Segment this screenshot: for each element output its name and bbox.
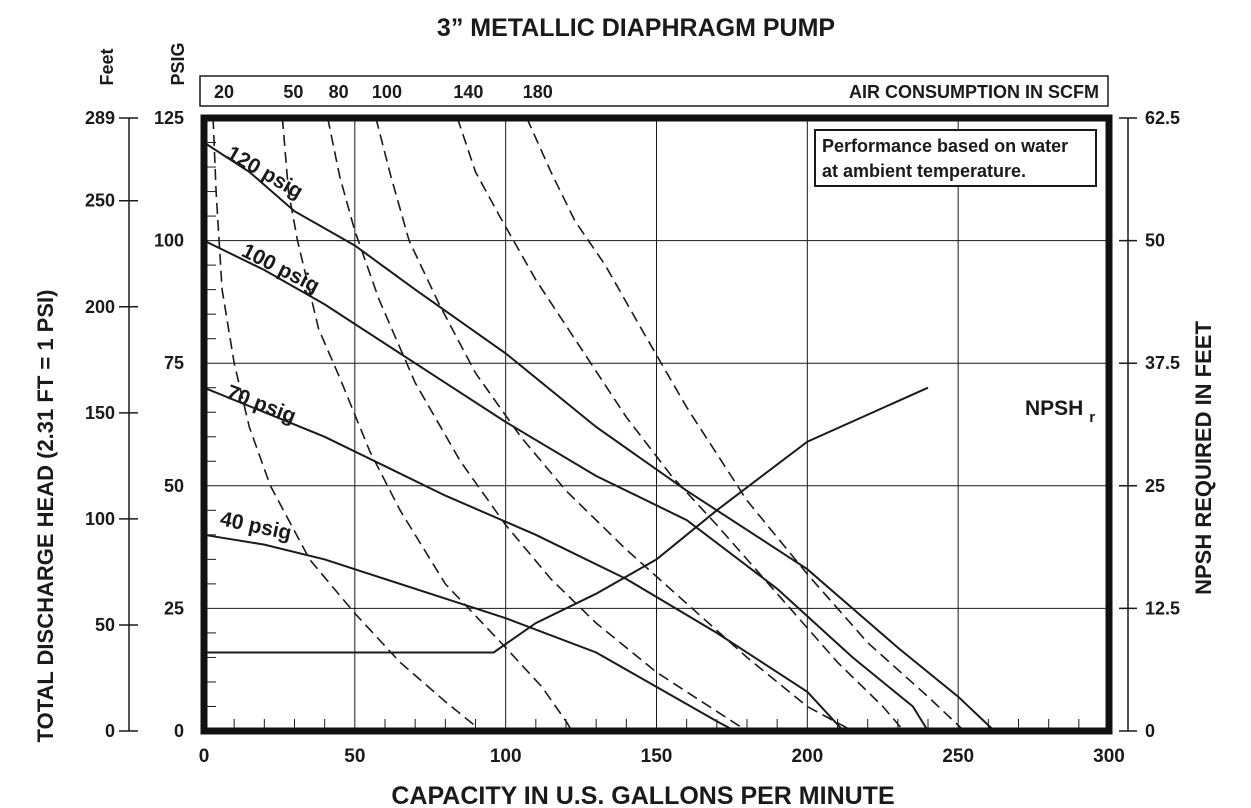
npsh-tick-label-0: 0 (1145, 721, 1155, 741)
npsh-curve-group (204, 386, 929, 654)
air-scfm-curve-20 (212, 117, 477, 727)
plot-frame (200, 114, 1113, 735)
feet-axis: 0 50 100 150 200 250 289 (85, 108, 138, 741)
series-label-120-psig: 120 psig (223, 142, 307, 204)
air-scfm-curve-80 (326, 117, 748, 732)
pressure-curves (203, 141, 996, 732)
npsh-tick-label-25: 25 (1145, 476, 1165, 496)
y-axis-title-feet: TOTAL DISCHARGE HEAD (2.31 FT = 1 PSI) (33, 290, 58, 743)
npsh-label-main: NPSH (1025, 397, 1083, 420)
air-scfm-label-80: 80 (329, 82, 349, 102)
feet-tick-label-0: 0 (105, 721, 115, 741)
feet-tick-label-289: 289 (85, 108, 115, 128)
air-scfm-curve-180 (526, 117, 965, 732)
pressure-curve-100-psig (203, 239, 929, 732)
npsh-axis: 0 12.5 25 37.5 50 62.5 (1119, 108, 1180, 741)
series-label-100-psig: 100 psig (238, 239, 323, 298)
npsh-tick-label-50: 50 (1145, 231, 1165, 251)
x-tick-label-300: 300 (1093, 746, 1125, 767)
pressure-curve-70-psig (203, 386, 845, 732)
x-tick-label-50: 50 (344, 746, 365, 767)
psig-tick-label-0: 0 (174, 721, 184, 741)
air-consumption-band (199, 75, 1109, 107)
npsh-tick-label-12.5: 12.5 (1145, 598, 1180, 618)
x-tick-label-200: 200 (791, 746, 823, 767)
air-scfm-label-20: 20 (214, 82, 234, 102)
air-scfm-label-100: 100 (372, 82, 402, 102)
psig-tick-label-50: 50 (164, 476, 184, 496)
feet-tick-label-50: 50 (95, 615, 115, 635)
x-tick-label-100: 100 (490, 746, 522, 767)
npsh-curve (204, 386, 929, 654)
air-scfm-curve-140 (456, 117, 905, 732)
air-scfm-curve-100 (375, 117, 853, 732)
npsh-tick-label-62.5: 62.5 (1145, 108, 1180, 128)
x-axis: 0 50 100 150 200 250 300 (199, 746, 1125, 767)
air-scfm-labels: 20 50 80 100 140 180 (214, 82, 553, 102)
feet-tick-label-150: 150 (85, 403, 115, 423)
x-tick-label-250: 250 (942, 746, 974, 767)
psig-tick-label-25: 25 (164, 598, 184, 618)
series-label-70-psig: 70 psig (223, 381, 299, 428)
psig-tick-label-75: 75 (164, 353, 184, 373)
minor-ticks (204, 142, 1080, 731)
npsh-curve-label: NPSH r (1025, 397, 1095, 426)
pressure-curve-120-psig (203, 141, 996, 732)
air-scfm-label-50: 50 (283, 82, 303, 102)
air-scfm-label-180: 180 (523, 82, 553, 102)
psig-axis: 0 25 50 75 100 125 (154, 108, 184, 741)
x-tick-label-0: 0 (199, 746, 210, 767)
air-consumption-curves (212, 117, 965, 732)
npsh-label-subscript: r (1089, 409, 1095, 426)
y-axis-title-npsh: NPSH REQUIRED IN FEET (1191, 321, 1216, 595)
chart-title: 3” METALLIC DIAPHRAGM PUMP (437, 14, 835, 42)
air-scfm-curve-50 (281, 117, 573, 732)
x-tick-label-150: 150 (641, 746, 673, 767)
psig-unit-label: PSIG (168, 42, 188, 85)
air-consumption-label: AIR CONSUMPTION IN SCFM (849, 82, 1099, 102)
psig-tick-label-125: 125 (154, 108, 184, 128)
feet-tick-label-250: 250 (85, 191, 115, 211)
note-line-2: at ambient temperature. (822, 161, 1026, 181)
pressure-curve-40-psig (203, 533, 736, 732)
feet-unit-label: Feet (97, 48, 117, 85)
feet-tick-label-200: 200 (85, 297, 115, 317)
note-box (814, 129, 1097, 187)
grid-lines (204, 118, 1109, 731)
psig-tick-label-100: 100 (154, 231, 184, 251)
air-scfm-label-140: 140 (453, 82, 483, 102)
note-line-1: Performance based on water (822, 136, 1068, 156)
feet-tick-label-100: 100 (85, 509, 115, 529)
x-axis-title: CAPACITY IN U.S. GALLONS PER MINUTE (391, 782, 894, 808)
npsh-tick-label-37.5: 37.5 (1145, 353, 1180, 373)
